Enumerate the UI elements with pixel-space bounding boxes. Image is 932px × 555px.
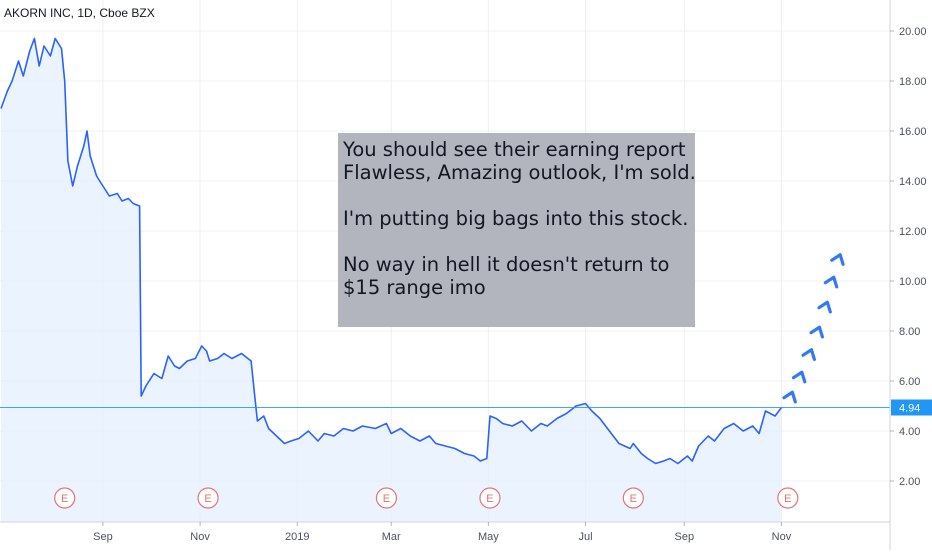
price-axis-label: 8.00 xyxy=(899,326,920,338)
earnings-marker[interactable]: E xyxy=(622,487,644,509)
price-area xyxy=(1,38,782,522)
earnings-marker-label: E xyxy=(61,493,68,505)
price-axis-label: 10.00 xyxy=(899,276,927,288)
earnings-marker[interactable]: E xyxy=(375,487,398,509)
earnings-marker[interactable]: E xyxy=(777,487,799,509)
arrow-chevron xyxy=(817,300,832,314)
price-axis[interactable]: 2.00 4.00 6.00 8.00 10.00 12.00 14.00 16.00 18.0… xyxy=(889,0,932,550)
arrow-chevron xyxy=(823,275,839,289)
arrow-chevron xyxy=(809,325,824,339)
time-axis-label: May xyxy=(478,531,499,543)
price-axis-label: 4.00 xyxy=(899,426,920,438)
last-price-badge: 4.94 xyxy=(891,399,932,416)
time-axis-label: Sep xyxy=(93,531,113,543)
last-price-badge-bg xyxy=(891,399,932,416)
earnings-marker[interactable]: E xyxy=(197,487,219,509)
time-axis[interactable]: Sep Nov 2019 Mar May Jul Sep Nov xyxy=(0,521,890,543)
time-axis-label: Sep xyxy=(674,531,694,543)
earnings-marker-label: E xyxy=(486,493,493,505)
symbol-title: AKORN INC, 1D, Cboe BZX xyxy=(4,6,155,20)
price-line xyxy=(0,37,783,465)
annotation-note[interactable]: You should see their earning report Flawl… xyxy=(338,133,696,327)
price-axis-label: 18.00 xyxy=(899,76,927,88)
arrow-icon xyxy=(801,348,816,361)
arrow-icon xyxy=(782,390,797,404)
time-axis-label: Nov xyxy=(772,531,792,543)
annotation-line: I'm putting big bags into this stock. xyxy=(343,207,689,230)
price-axis-label: 14.00 xyxy=(899,176,927,188)
time-axis-label: Nov xyxy=(190,531,210,543)
annotation-line: $15 range imo xyxy=(343,276,486,299)
arrow-icon xyxy=(809,325,824,339)
time-axis-label: Mar xyxy=(382,531,401,543)
earnings-marker-label: E xyxy=(383,493,390,505)
earnings-marker-label: E xyxy=(630,493,637,505)
arrow-icon xyxy=(830,253,845,266)
earnings-marker-circle xyxy=(375,487,398,509)
arrow-icon xyxy=(791,370,807,384)
earnings-marker-circle xyxy=(777,487,799,509)
annotation-line: You should see their earning report xyxy=(343,138,686,161)
arrow-annotations xyxy=(782,253,845,404)
price-axis-label: 6.00 xyxy=(899,376,920,388)
arrow-icon xyxy=(823,275,839,289)
price-axis-label: 20.00 xyxy=(899,26,927,38)
arrow-chevron xyxy=(830,253,845,266)
earnings-marker-circle xyxy=(622,487,644,509)
annotation-line xyxy=(343,184,690,207)
earnings-marker-circle xyxy=(197,487,219,509)
annotation-line: No way in hell it doesn't return to xyxy=(343,253,670,276)
arrow-chevron xyxy=(801,348,816,361)
annotation-line xyxy=(343,230,690,253)
last-price-label: 4.94 xyxy=(899,403,920,415)
arrow-chevron xyxy=(782,390,797,404)
arrow-icon xyxy=(817,300,832,314)
price-area-fill xyxy=(1,38,782,522)
earnings-marker-label: E xyxy=(204,493,211,505)
earnings-marker-circle xyxy=(479,487,501,509)
earnings-marker-circle xyxy=(54,487,76,509)
price-axis-label: 12.00 xyxy=(899,226,927,238)
earnings-marker[interactable]: E xyxy=(479,487,501,509)
price-axis-label: 2.00 xyxy=(899,476,920,488)
arrow-chevron xyxy=(791,370,807,384)
price-series xyxy=(0,37,783,465)
earnings-marker-label: E xyxy=(784,493,791,505)
time-axis-label: 2019 xyxy=(285,531,309,543)
annotation-line: Flawless, Amazing outlook, I'm sold. xyxy=(343,161,696,184)
time-axis-label: Jul xyxy=(578,531,592,543)
earnings-marker[interactable]: E xyxy=(54,487,76,509)
price-axis-label: 16.00 xyxy=(899,126,927,138)
